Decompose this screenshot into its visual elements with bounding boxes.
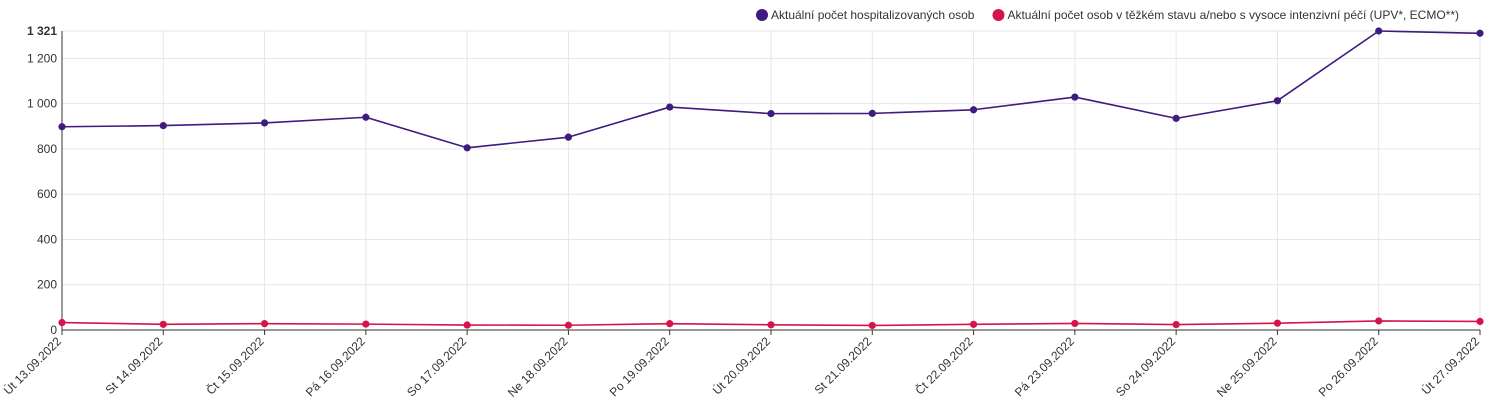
- data-point[interactable]: [260, 119, 269, 127]
- x-tick-label: Pá 23.09.2022: [1012, 334, 1077, 399]
- data-point[interactable]: [1071, 319, 1079, 328]
- series: [58, 27, 1484, 330]
- x-tick-label: Ne 18.09.2022: [505, 334, 571, 400]
- x-tick-label: Út 13.09.2022: [0, 333, 64, 397]
- data-point[interactable]: [159, 320, 167, 328]
- x-tick-label: So 24.09.2022: [1113, 334, 1178, 399]
- x-tick-label: Út 20.09.2022: [709, 333, 773, 397]
- data-point[interactable]: [463, 321, 471, 329]
- data-point[interactable]: [362, 113, 370, 121]
- data-point[interactable]: [969, 106, 978, 114]
- data-point[interactable]: [58, 318, 66, 327]
- data-point[interactable]: [564, 321, 573, 329]
- data-point[interactable]: [1476, 317, 1484, 325]
- data-point[interactable]: [1172, 320, 1180, 329]
- x-tick-label: So 17.09.2022: [404, 334, 469, 399]
- data-point[interactable]: [767, 321, 775, 329]
- data-point[interactable]: [260, 320, 269, 328]
- data-point[interactable]: [969, 320, 978, 328]
- data-point[interactable]: [1375, 27, 1383, 35]
- data-point[interactable]: [868, 321, 876, 330]
- data-point[interactable]: [58, 123, 66, 131]
- data-point[interactable]: [666, 103, 674, 111]
- x-tick-label: Po 26.09.2022: [1316, 334, 1381, 399]
- series-1: [58, 27, 1484, 152]
- x-tick-label: Ne 25.09.2022: [1214, 334, 1280, 400]
- y-axis-ticks: 0 200 400 600 800 1 000 1 200 1 321: [27, 24, 57, 337]
- y-tick-label: 1 200: [27, 51, 57, 65]
- x-tick-label: Út 27.09.2022: [1418, 333, 1482, 397]
- series-2: [58, 317, 1484, 330]
- legend-marker: [756, 9, 768, 21]
- data-point[interactable]: [159, 122, 167, 130]
- y-tick-label-max: 1 321: [27, 24, 57, 38]
- data-point[interactable]: [1375, 317, 1383, 325]
- y-tick-label: 600: [37, 187, 57, 201]
- y-tick-label: 200: [37, 278, 57, 292]
- y-tick-label: 0: [50, 323, 57, 337]
- data-point[interactable]: [767, 110, 775, 118]
- x-tick-label: St 14.09.2022: [103, 334, 166, 397]
- data-point[interactable]: [868, 109, 876, 117]
- legend-label: Aktuální počet osob v těžkém stavu a/neb…: [1007, 8, 1459, 22]
- data-point[interactable]: [362, 320, 370, 328]
- x-axis-ticks: Út 13.09.2022 St 14.09.2022 Čt 15.09.2022 P…: [0, 330, 1482, 400]
- x-tick-label: Pá 16.09.2022: [303, 334, 368, 399]
- data-point[interactable]: [1273, 319, 1282, 327]
- x-tick-label: Čt 15.09.2022: [203, 333, 267, 397]
- data-point[interactable]: [564, 133, 573, 141]
- data-point[interactable]: [1071, 93, 1079, 101]
- y-tick-label: 1 000: [27, 97, 57, 111]
- legend-marker: [992, 9, 1005, 21]
- x-tick-label: Po 19.09.2022: [607, 334, 672, 399]
- x-tick-label: St 21.09.2022: [812, 334, 875, 397]
- grid: [61, 30, 1481, 331]
- legend-item-2[interactable]: Aktuální počet osob v těžkém stavu a/neb…: [992, 8, 1459, 22]
- legend-item-1[interactable]: Aktuální počet hospitalizovaných osob: [756, 8, 975, 22]
- y-tick-label: 800: [37, 142, 57, 156]
- data-point[interactable]: [666, 320, 674, 328]
- data-point[interactable]: [1476, 29, 1484, 37]
- data-point[interactable]: [463, 144, 471, 152]
- x-tick-label: Čt 22.09.2022: [912, 333, 976, 397]
- legend-label: Aktuální počet hospitalizovaných osob: [771, 8, 975, 22]
- legend[interactable]: Aktuální počet hospitalizovaných osob Akt…: [756, 8, 1459, 22]
- data-point[interactable]: [1273, 97, 1282, 105]
- data-point[interactable]: [1172, 114, 1180, 122]
- y-tick-label: 400: [37, 232, 57, 246]
